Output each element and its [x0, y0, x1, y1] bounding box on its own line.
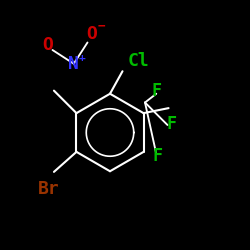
- Text: −: −: [98, 20, 105, 33]
- Text: O: O: [42, 36, 53, 54]
- Text: F: F: [151, 82, 161, 100]
- Text: +: +: [78, 53, 86, 63]
- Text: F: F: [166, 115, 176, 133]
- Text: Cl: Cl: [128, 52, 150, 70]
- Text: F: F: [152, 147, 162, 165]
- Text: O: O: [86, 25, 97, 43]
- Text: Br: Br: [38, 180, 60, 198]
- Text: N: N: [68, 55, 79, 73]
